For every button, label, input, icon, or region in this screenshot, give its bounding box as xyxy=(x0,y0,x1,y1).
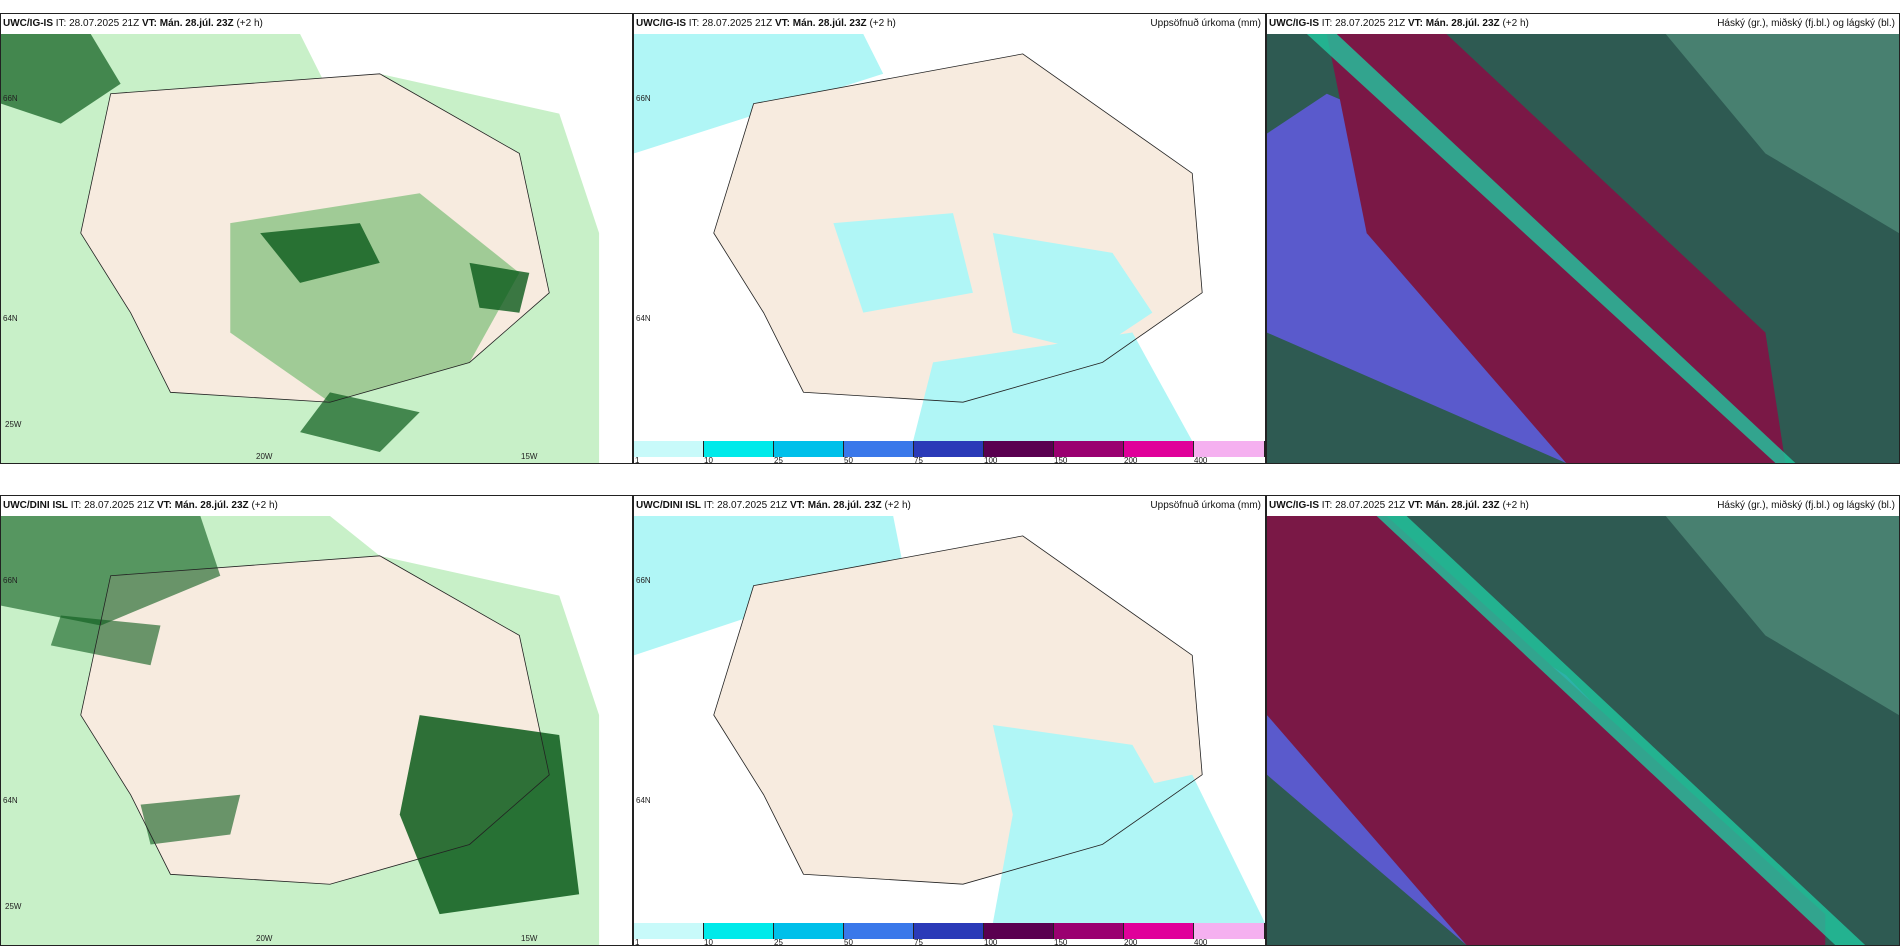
panel-accum-precip-dini: UWC/DINI ISL IT: 28.07.2025 21Z VT: Mán.… xyxy=(633,495,1266,946)
lon-tick-25w: 25W xyxy=(5,420,22,429)
legend-swatch xyxy=(1124,923,1194,939)
legend-swatch xyxy=(1194,923,1265,939)
lat-tick-66n: 66N xyxy=(3,94,18,103)
legend-label: 100 xyxy=(984,938,998,946)
panel-clouds-igis-top: UWC/IG-IS IT: 28.07.2025 21Z VT: Mán. 28… xyxy=(1266,13,1900,464)
legend-label: 10 xyxy=(704,938,713,946)
legend-label: 75 xyxy=(914,456,923,464)
legend-swatch xyxy=(1124,441,1194,457)
legend-label: 150 xyxy=(1054,456,1068,464)
lat-tick-64n: 64N xyxy=(636,314,651,323)
legend-label: 1 xyxy=(635,938,640,946)
legend-label: 200 xyxy=(1124,456,1138,464)
panel-precip-rate-dini: UWC/DINI ISL IT: 28.07.2025 21Z VT: Mán.… xyxy=(0,495,633,946)
precip-rate-map xyxy=(1,516,632,945)
panel-clouds-igis-bottom: UWC/IG-IS IT: 28.07.2025 21Z VT: Mán. 28… xyxy=(1266,495,1900,946)
legend-swatch xyxy=(774,923,844,939)
lat-tick-64n: 64N xyxy=(3,314,18,323)
panel-header: UWC/IG-IS IT: 28.07.2025 21Z VT: Mán. 28… xyxy=(1269,498,1895,514)
lon-tick-15w: 15W xyxy=(521,452,538,461)
legend-label: 100 xyxy=(984,456,998,464)
accum-precip-map xyxy=(634,516,1265,923)
legend-swatch xyxy=(984,923,1054,939)
legend-label: 400 xyxy=(1194,456,1208,464)
panel-header: UWC/DINI ISL IT: 28.07.2025 21Z VT: Mán.… xyxy=(3,500,278,511)
panel-header: UWC/DINI ISL IT: 28.07.2025 21Z VT: Mán.… xyxy=(636,498,1261,514)
precip-rate-map xyxy=(1,34,632,463)
legend-label: 25 xyxy=(774,938,783,946)
lat-tick-64n: 64N xyxy=(3,796,18,805)
legend-swatch xyxy=(704,441,774,457)
legend-swatch xyxy=(634,441,704,457)
panel-subtitle: Uppsöfnuð úrkoma (mm) xyxy=(1150,18,1261,29)
legend-swatch xyxy=(1194,441,1265,457)
panel-header: UWC/IG-IS IT: 28.07.2025 21Z VT: Mán. 28… xyxy=(1269,16,1895,32)
lon-tick-15w: 15W xyxy=(521,934,538,943)
legend-label: 50 xyxy=(844,456,853,464)
panel-precip-rate-igis: UWC/IG-IS IT: 28.07.2025 21Z VT: Mán. 28… xyxy=(0,13,633,464)
legend-swatch xyxy=(1054,441,1124,457)
lat-tick-66n: 66N xyxy=(636,576,651,585)
lat-tick-66n: 66N xyxy=(636,94,651,103)
legend-swatch xyxy=(774,441,844,457)
legend-swatch xyxy=(844,441,914,457)
legend-label: 400 xyxy=(1194,938,1208,946)
legend-label: 50 xyxy=(844,938,853,946)
panel-header: UWC/IG-IS IT: 28.07.2025 21Z VT: Mán. 28… xyxy=(636,16,1261,32)
legend-label: 75 xyxy=(914,938,923,946)
lon-tick-25w: 25W xyxy=(5,902,22,911)
cloud-cover-map xyxy=(1267,34,1899,463)
lon-tick-20w: 20W xyxy=(256,934,273,943)
accum-precip-map xyxy=(634,34,1265,441)
legend-swatch xyxy=(844,923,914,939)
legend-label: 150 xyxy=(1054,938,1068,946)
legend-swatch xyxy=(1054,923,1124,939)
precip-legend: 1 10 25 50 75 100 150 200 400 xyxy=(634,441,1265,463)
panel-subtitle: Uppsöfnuð úrkoma (mm) xyxy=(1150,500,1261,511)
legend-label: 1 xyxy=(635,456,640,464)
panel-accum-precip-igis: UWC/IG-IS IT: 28.07.2025 21Z VT: Mán. 28… xyxy=(633,13,1266,464)
cloud-cover-map xyxy=(1267,516,1899,945)
lat-tick-66n: 66N xyxy=(3,576,18,585)
legend-label: 200 xyxy=(1124,938,1138,946)
legend-swatch xyxy=(984,441,1054,457)
precip-legend: 1 10 25 50 75 100 150 200 400 xyxy=(634,923,1265,945)
legend-swatch xyxy=(914,923,984,939)
legend-swatch xyxy=(704,923,774,939)
legend-label: 25 xyxy=(774,456,783,464)
legend-swatch xyxy=(634,923,704,939)
lon-tick-20w: 20W xyxy=(256,452,273,461)
panel-subtitle: Háský (gr.), miðský (fj.bl.) og lágský (… xyxy=(1717,500,1895,511)
panel-subtitle: Háský (gr.), miðský (fj.bl.) og lágský (… xyxy=(1717,18,1895,29)
lat-tick-64n: 64N xyxy=(636,796,651,805)
legend-swatch xyxy=(914,441,984,457)
panel-header: UWC/IG-IS IT: 28.07.2025 21Z VT: Mán. 28… xyxy=(3,18,263,29)
legend-label: 10 xyxy=(704,456,713,464)
